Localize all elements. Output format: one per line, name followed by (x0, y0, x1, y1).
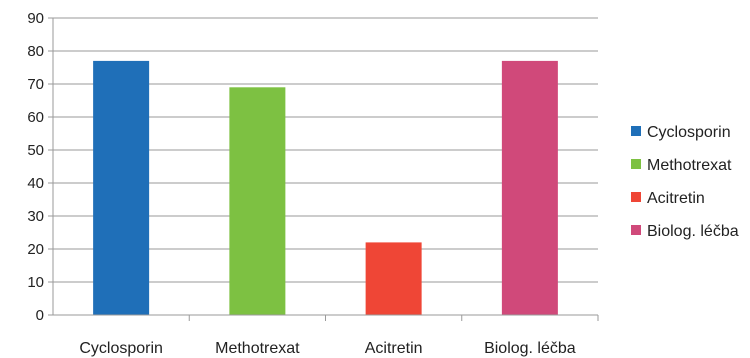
y-tick-label: 20 (27, 241, 44, 258)
y-tick-label: 90 (27, 10, 44, 27)
y-tick-label: 0 (36, 307, 44, 324)
x-category-label: Cyclosporin (79, 340, 163, 357)
legend-swatch (631, 225, 641, 235)
bars (93, 60, 558, 316)
x-category-label: Methotrexat (215, 340, 300, 357)
y-tick-label: 50 (27, 142, 44, 159)
y-tick-label: 70 (27, 76, 44, 93)
y-tick-label: 80 (27, 43, 44, 60)
bar-biolog-l-ba (501, 60, 558, 316)
x-category-label: Biolog. léčba (484, 340, 576, 357)
bar-acitretin (365, 242, 422, 315)
legend-swatch (631, 126, 641, 136)
legend-swatch (631, 159, 641, 169)
legend-label: Cyclosporin (647, 124, 731, 141)
y-tick-label: 10 (27, 274, 44, 291)
y-tick-label: 30 (27, 208, 44, 225)
legend: Cyclosporin Methotrexat Acitretin Biolog. l… (631, 124, 739, 240)
x-category-label: Acitretin (365, 340, 423, 357)
bar-cyclosporin (93, 60, 150, 316)
legend-label: Acitretin (647, 190, 705, 207)
y-tick-label: 60 (27, 109, 44, 126)
legend-label: Methotrexat (647, 157, 732, 174)
axes (52, 18, 599, 321)
legend-swatch (631, 192, 641, 202)
y-tick-label: 40 (27, 175, 44, 192)
bar-methotrexat (229, 87, 286, 315)
x-axis-category-labels: Cyclosporin Methotrexat Acitretin Biolog. l… (79, 340, 575, 357)
legend-label: Biolog. léčba (647, 223, 739, 240)
y-axis-tick-labels: 0 10 20 30 40 50 60 70 80 90 (27, 10, 44, 324)
